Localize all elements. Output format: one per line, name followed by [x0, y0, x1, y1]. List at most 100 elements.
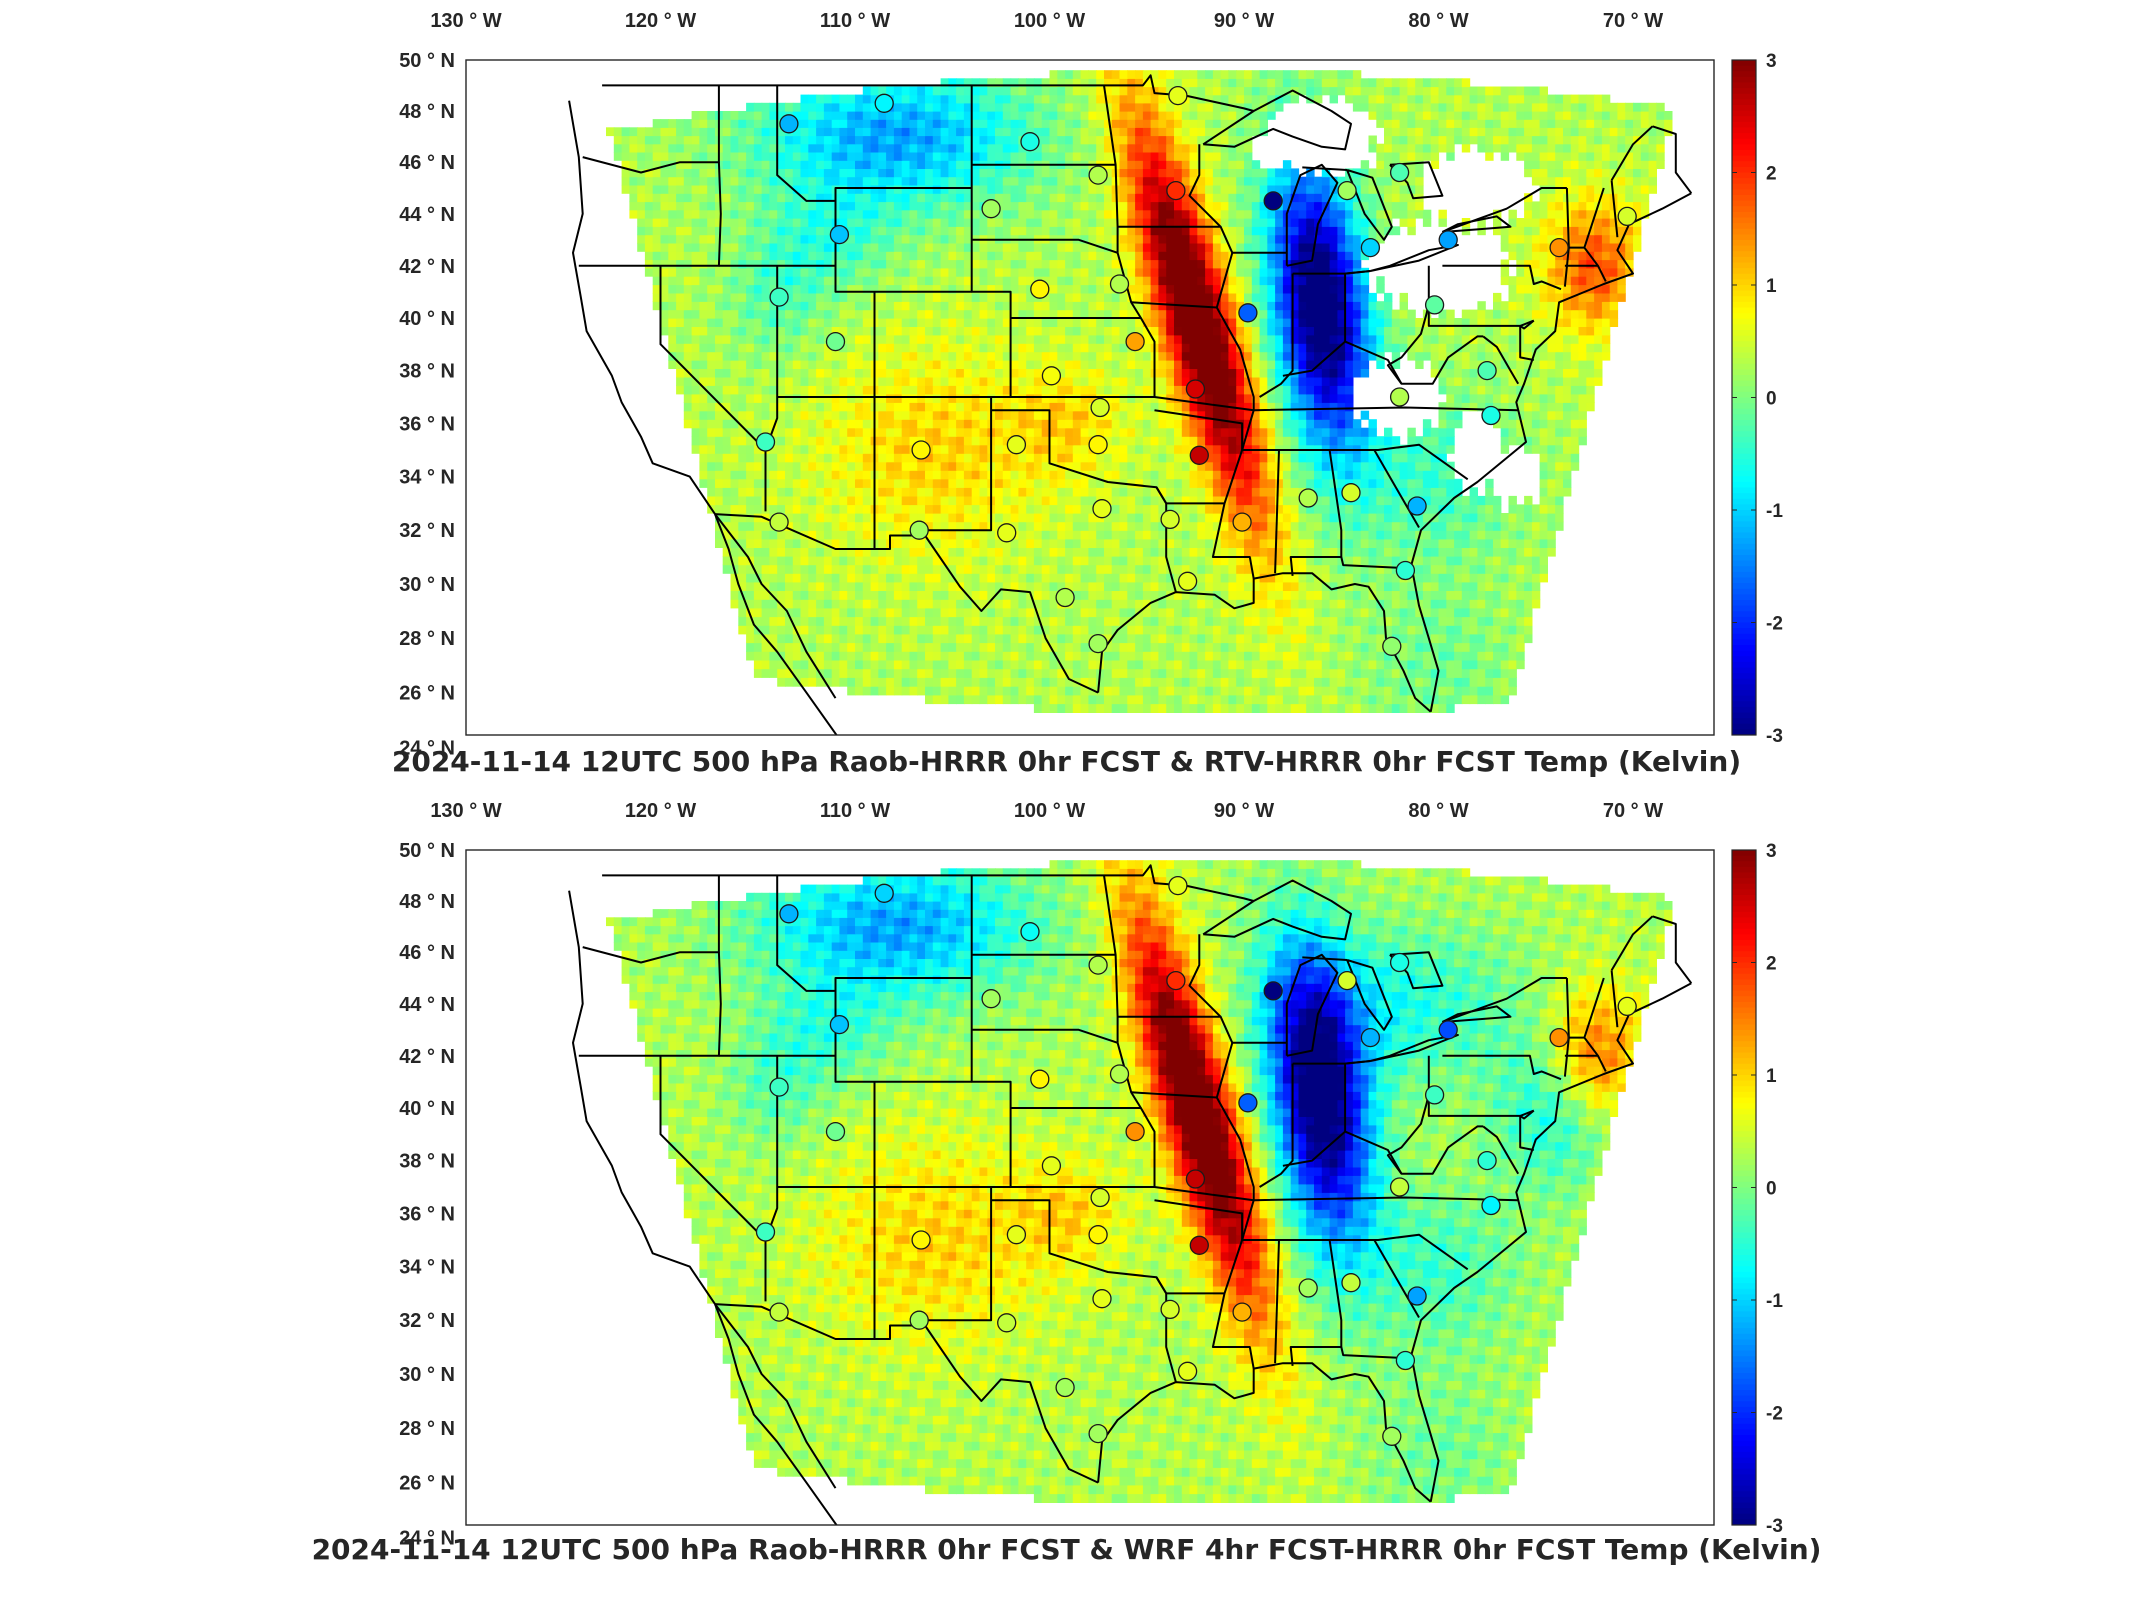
- raob-station: [1030, 1069, 1050, 1089]
- latitude-tick-label: 48 ° N: [399, 101, 455, 123]
- latitude-tick-label: 26 ° N: [399, 1473, 455, 1495]
- colorbar-tick-label: -2: [1766, 1404, 1783, 1425]
- raob-station: [1232, 1302, 1252, 1322]
- raob-station: [769, 512, 789, 532]
- colorbar-tick-label: 0: [1766, 1179, 1777, 1200]
- raob-station: [1549, 1027, 1569, 1048]
- raob-station: [1382, 1426, 1402, 1446]
- raob-station: [1020, 922, 1040, 942]
- raob-station: [769, 1077, 789, 1097]
- bottom-map-panel: 2024-11-14 12UTC 500 hPa Raob-HRRR 0hr F…: [0, 790, 2133, 1600]
- map-figure: 130 ° W 120 ° W 110 ° W 100 ° W 90 ° W 80 ° W…: [399, 10, 1783, 759]
- state-and-coast-outlines: [568, 864, 1693, 1525]
- raob-station: [911, 440, 931, 460]
- raob-station-markers: [755, 875, 1637, 1446]
- colorbar-tick-label: 2: [1766, 954, 1777, 975]
- raob-station: [1185, 379, 1206, 399]
- raob-station: [1395, 1350, 1416, 1371]
- longitude-tick-label: 120 ° W: [625, 10, 696, 32]
- raob-station: [755, 432, 776, 452]
- raob-station: [1125, 331, 1145, 352]
- raob-station: [769, 287, 789, 307]
- raob-station: [769, 1302, 789, 1322]
- longitude-tick-label: 120 ° W: [625, 800, 696, 822]
- raob-station: [1424, 295, 1445, 315]
- latitude-tick-label: 26 ° N: [399, 683, 455, 705]
- raob-station: [1481, 1195, 1501, 1216]
- raob-station: [1006, 435, 1027, 455]
- raob-station: [1055, 1377, 1075, 1398]
- latitude-tick-label: 30 ° N: [399, 574, 455, 596]
- latitude-tick-label: 34 ° N: [399, 467, 455, 489]
- raob-station: [1617, 206, 1637, 227]
- raob-station: [755, 1222, 776, 1242]
- raob-station: [1337, 970, 1357, 991]
- raob-station: [1477, 360, 1497, 381]
- raob-station: [1337, 180, 1357, 201]
- raob-station: [1389, 952, 1410, 973]
- raob-station: [1160, 509, 1180, 530]
- raob-station: [1395, 560, 1416, 581]
- colorbar: 3 2 1 0 -1 -2 -3: [1731, 51, 1783, 747]
- raob-station: [1481, 405, 1501, 426]
- latitude-tick-label: 50 ° N: [399, 840, 455, 862]
- raob-station: [1263, 981, 1283, 1001]
- raob-station: [1041, 1156, 1062, 1176]
- latitude-tick-label: 36 ° N: [399, 413, 455, 435]
- latitude-tick-label: 46 ° N: [399, 942, 455, 964]
- raob-station: [1055, 587, 1075, 608]
- latitude-tick-label: 32 ° N: [399, 520, 455, 542]
- raob-station: [1088, 1225, 1108, 1245]
- latitude-tick-label: 50 ° N: [399, 50, 455, 72]
- raob-station: [1088, 955, 1108, 975]
- raob-station: [874, 93, 894, 113]
- raob-station: [1189, 445, 1209, 465]
- latitude-tick-label: 28 ° N: [399, 1418, 455, 1440]
- raob-station: [1438, 1020, 1458, 1040]
- raob-station: [1549, 237, 1569, 258]
- raob-station: [1160, 1299, 1180, 1320]
- longitude-tick-label: 130 ° W: [430, 800, 501, 822]
- raob-station: [1166, 970, 1186, 991]
- raob-station: [1030, 279, 1050, 299]
- raob-station: [1090, 1187, 1110, 1208]
- latitude-tick-label: 42 ° N: [399, 256, 455, 278]
- raob-station: [1168, 875, 1188, 896]
- plot-frame: [465, 849, 1715, 1526]
- colorbar-tick-label: 1: [1766, 1066, 1777, 1087]
- raob-station: [1298, 488, 1318, 508]
- latitude-tick-label: 42 ° N: [399, 1046, 455, 1068]
- panel-title: 2024-11-14 12UTC 500 hPa Raob-HRRR 0hr F…: [391, 745, 1742, 778]
- raob-station: [909, 1310, 929, 1330]
- raob-station: [1360, 1027, 1381, 1048]
- latitude-tick-label: 32 ° N: [399, 1310, 455, 1332]
- raob-station: [874, 883, 894, 903]
- latitude-tick-label: 24 ° N: [399, 1527, 455, 1549]
- raob-station: [825, 1121, 846, 1142]
- raob-station: [1263, 191, 1283, 211]
- raob-station: [1092, 499, 1112, 519]
- latitude-tick-label: 48 ° N: [399, 891, 455, 913]
- raob-station: [825, 331, 846, 352]
- raob-station: [1238, 303, 1258, 323]
- raob-station: [1006, 1225, 1027, 1245]
- colorbar-tick-label: -1: [1766, 1291, 1783, 1312]
- latitude-tick-label: 44 ° N: [399, 204, 455, 226]
- raob-station: [1232, 512, 1252, 532]
- raob-station: [1382, 636, 1402, 656]
- raob-station: [1238, 1093, 1258, 1113]
- raob-station: [1092, 1289, 1112, 1309]
- raob-station-markers: [755, 85, 1637, 656]
- raob-station: [1020, 132, 1040, 152]
- raob-station: [1389, 387, 1410, 407]
- colorbar-tick-label: 0: [1766, 389, 1777, 410]
- raob-station: [1088, 165, 1108, 185]
- latitude-tick-label: 46 ° N: [399, 152, 455, 174]
- raob-station: [1298, 1278, 1318, 1298]
- raob-station: [779, 904, 799, 924]
- colorbar-tick-label: -3: [1766, 726, 1783, 747]
- latitude-tick-label: 44 ° N: [399, 994, 455, 1016]
- raob-station: [1088, 1423, 1108, 1444]
- latitude-tick-label: 40 ° N: [399, 1098, 455, 1120]
- temperature-difference-field: [606, 860, 1673, 1503]
